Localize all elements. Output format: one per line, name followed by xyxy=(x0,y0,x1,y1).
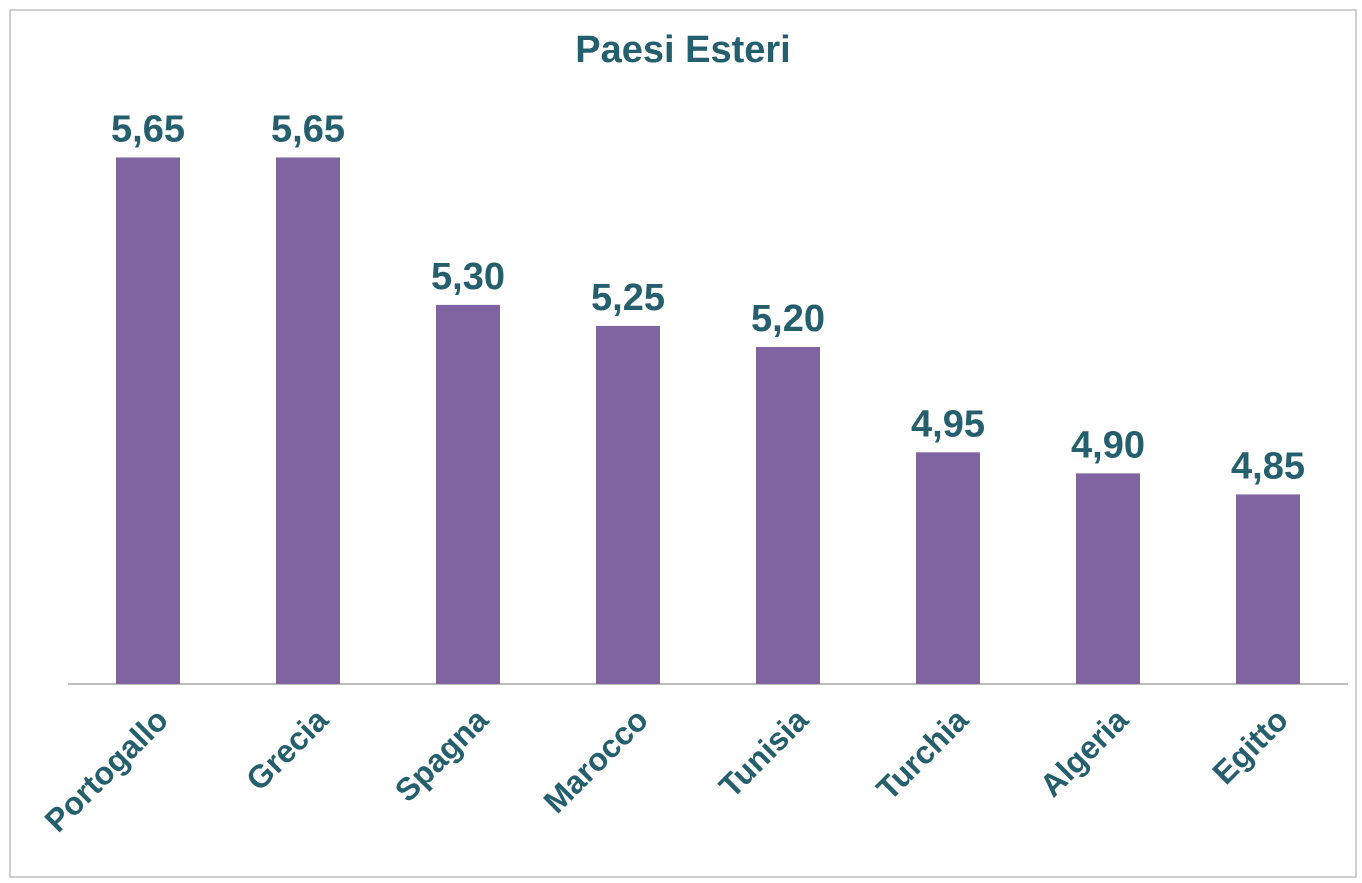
data-label: 5,30 xyxy=(431,256,505,298)
data-label: 4,95 xyxy=(911,403,985,445)
bar xyxy=(276,157,340,684)
bar xyxy=(436,304,500,684)
data-label: 5,20 xyxy=(751,298,825,340)
bar xyxy=(116,157,180,684)
data-label: 4,90 xyxy=(1071,424,1145,466)
data-label: 4,85 xyxy=(1231,445,1305,487)
data-label: 5,65 xyxy=(111,108,185,150)
bar xyxy=(596,325,660,684)
bar xyxy=(1076,473,1140,684)
data-label: 5,25 xyxy=(591,277,665,319)
bar xyxy=(1236,494,1300,684)
data-label: 5,65 xyxy=(271,108,345,150)
bar xyxy=(756,347,820,684)
bar xyxy=(916,452,980,684)
chart-frame xyxy=(9,9,1357,878)
chart-title: Paesi Esteri xyxy=(575,29,790,71)
